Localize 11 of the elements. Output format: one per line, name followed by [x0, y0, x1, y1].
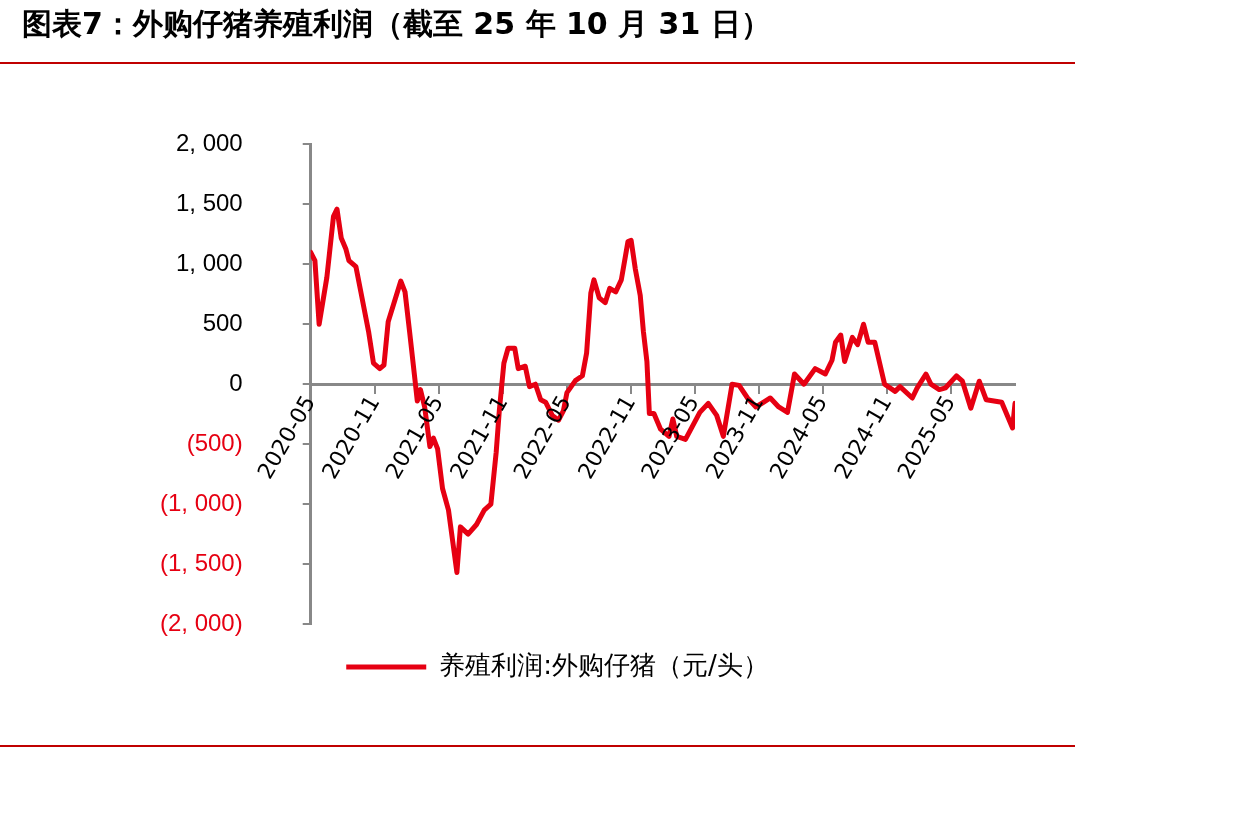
y-tick-label: (2, 000): [159, 608, 243, 636]
y-tick-label: 1, 500: [175, 188, 243, 216]
y-tick-label: 2, 000: [175, 129, 243, 157]
legend-label: 养殖利润:外购仔猪（元/头）: [439, 649, 769, 680]
y-tick-label: (1, 000): [159, 488, 243, 516]
y-tick-label: 1, 000: [175, 248, 243, 276]
chart-title: 图表7：外购仔猪养殖利润（截至 25 年 10 月 31 日）: [22, 5, 771, 43]
y-tick-label: 0: [229, 368, 243, 396]
y-tick-label: (1, 500): [159, 548, 243, 576]
y-tick-label: (500): [186, 428, 243, 456]
y-tick-label: 500: [202, 308, 243, 336]
